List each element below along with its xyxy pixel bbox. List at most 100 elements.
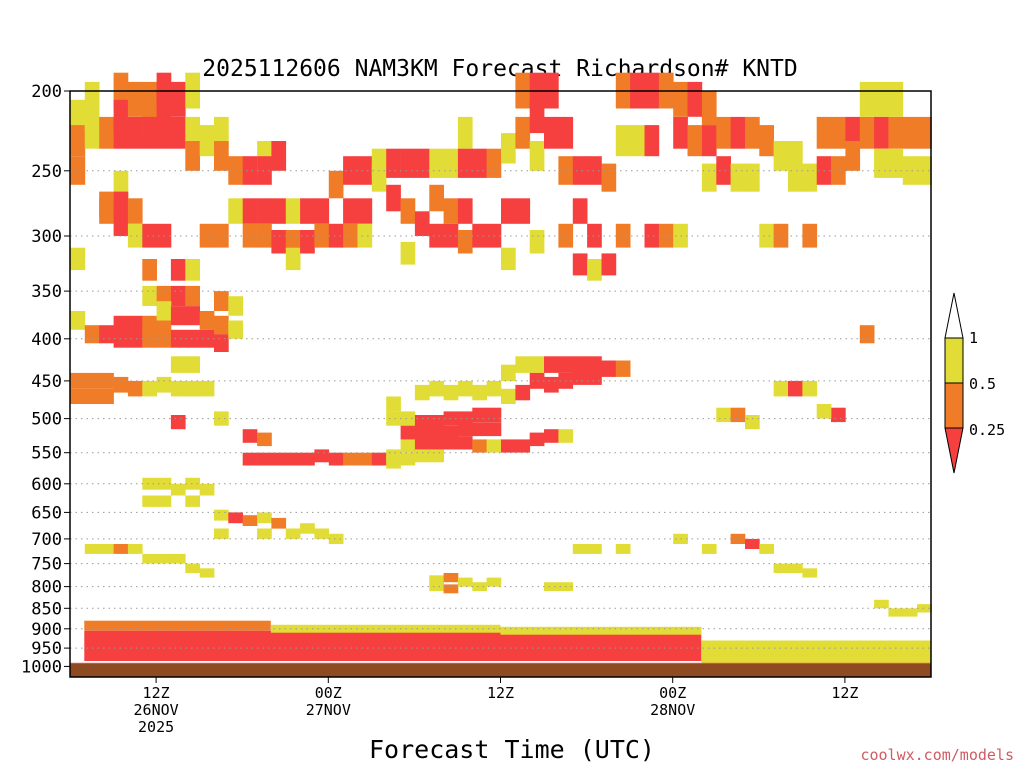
ri-cell-111	[572, 198, 588, 224]
ri-cell-265	[357, 452, 373, 466]
ri-cell-237	[544, 376, 559, 393]
low-level-band-0	[84, 630, 702, 661]
ri-cell-27	[156, 116, 172, 149]
ri-cell-334	[902, 608, 918, 617]
ri-cell-319	[544, 582, 559, 592]
ri-cell-31	[170, 81, 186, 117]
ri-cell-314	[443, 573, 459, 583]
ri-cell-289	[185, 477, 200, 490]
colorbar-0.25-0.5	[944, 382, 964, 429]
ri-cell-2	[70, 156, 86, 185]
ri-cell-187	[156, 301, 172, 321]
colorbar-above-1	[944, 292, 964, 339]
ri-cell-190	[170, 306, 186, 326]
ri-cell-329	[773, 563, 789, 573]
ri-cell-165	[902, 156, 918, 185]
ri-cell-291	[199, 483, 215, 496]
ri-cell-102	[529, 99, 545, 134]
ri-cell-61	[300, 230, 315, 254]
ri-cell-52	[257, 198, 272, 224]
ri-cell-148	[802, 163, 818, 192]
ri-cell-255	[242, 429, 258, 443]
ri-cell-259	[271, 452, 287, 466]
ri-cell-325	[701, 544, 717, 554]
ri-cell-264	[343, 452, 358, 466]
ri-cell-23	[142, 259, 157, 281]
ri-cell-8	[99, 198, 114, 224]
y-tick-label-850: 850	[31, 599, 62, 619]
ri-cell-18	[127, 223, 143, 248]
ri-cell-137	[716, 156, 731, 185]
ri-cell-257	[257, 432, 272, 447]
x-axis-label: Forecast Time (UTC)	[369, 735, 655, 764]
low-level-band-2	[270, 624, 501, 633]
ri-cell-115	[587, 259, 602, 281]
ri-cell-120	[615, 223, 631, 248]
ri-cell-146	[788, 141, 803, 171]
ri-cell-141	[745, 163, 760, 192]
ri-cell-1	[70, 125, 86, 157]
ri-cell-12	[113, 170, 129, 199]
ri-cell-114	[587, 223, 602, 248]
y-tick-label-900: 900	[31, 620, 62, 640]
ri-cell-168	[70, 247, 86, 271]
ri-cell-215	[429, 415, 444, 430]
ri-cell-96	[501, 198, 516, 224]
y-tick-label-700: 700	[31, 530, 62, 550]
ri-cell-292	[214, 509, 229, 521]
ri-cell-177	[99, 388, 114, 404]
ri-cell-172	[84, 325, 100, 344]
ri-cell-64	[328, 170, 344, 199]
y-tick-label-250: 250	[31, 162, 62, 182]
ri-cell-73	[371, 163, 387, 192]
ri-cell-139	[730, 163, 746, 192]
ri-cell-295	[242, 515, 258, 526]
ri-cell-128	[673, 81, 688, 117]
ri-cell-310	[185, 563, 200, 573]
ri-cell-209	[386, 411, 401, 426]
ri-cell-156	[859, 81, 875, 117]
ri-cell-70	[357, 198, 373, 224]
ri-cell-299	[285, 528, 301, 539]
ri-cell-65	[328, 223, 344, 248]
ri-cell-213	[414, 425, 430, 440]
ri-cell-309	[170, 553, 186, 564]
ri-cell-253	[816, 404, 832, 419]
ri-cell-129	[673, 116, 688, 149]
ri-cell-83	[429, 223, 444, 248]
ri-cell-323	[615, 544, 631, 554]
ri-cell-48	[242, 198, 258, 224]
ri-cell-196	[185, 329, 200, 348]
y-tick-label-200: 200	[31, 82, 62, 102]
ri-cell-66	[343, 156, 358, 185]
ri-cell-43	[214, 141, 229, 171]
ri-cell-232	[515, 356, 531, 373]
ri-cell-131	[687, 81, 703, 117]
ri-cell-225	[472, 422, 487, 437]
y-tick-label-650: 650	[31, 503, 62, 523]
ri-cell-332	[874, 599, 889, 609]
ri-cell-42	[214, 116, 229, 149]
ri-cell-202	[214, 291, 229, 311]
ri-cell-228	[486, 422, 502, 437]
ri-cell-69	[357, 156, 373, 185]
ri-cell-204	[214, 334, 229, 352]
ri-cell-205	[214, 411, 229, 426]
ri-cell-268	[386, 455, 401, 469]
ri-cell-132	[687, 125, 703, 157]
ri-cell-203	[214, 315, 229, 335]
ri-cell-208	[386, 396, 401, 412]
ri-cell-5	[84, 116, 100, 149]
x-tick-label-3-1: 28NOV	[650, 701, 695, 719]
ri-cell-75	[386, 184, 401, 212]
ri-cell-116	[601, 163, 617, 192]
y-tick-label-300: 300	[31, 227, 62, 247]
ri-cell-174	[84, 388, 100, 404]
ri-cell-17	[127, 198, 143, 224]
ri-cell-76	[400, 148, 416, 178]
ri-cell-328	[759, 544, 774, 554]
ri-cell-191	[170, 329, 186, 348]
ri-cell-53	[257, 223, 272, 248]
ri-cell-250	[788, 380, 803, 397]
ri-cell-313	[429, 582, 444, 592]
